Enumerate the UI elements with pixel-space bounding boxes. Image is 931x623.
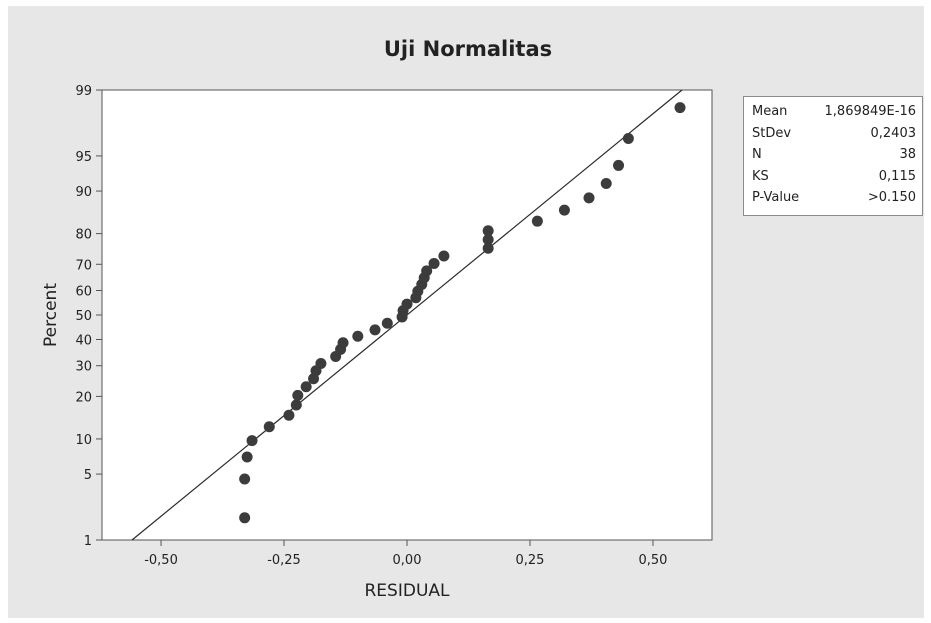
data-point (241, 451, 253, 463)
chart-figure: Uji Normalitas 1 5 10 20 30 40 50 60 70 80 90 95 99 … (8, 6, 924, 618)
x-tick-label: -0,50 (144, 553, 178, 568)
stat-row-p-value: P-Value >0.150 (752, 187, 916, 209)
y-tick-label: 80 (75, 228, 92, 243)
y-tick-label: 20 (75, 390, 92, 405)
x-tick-label: 0,00 (393, 553, 422, 568)
y-axis: 1 5 10 20 30 40 50 60 70 80 90 95 99 (75, 84, 102, 549)
y-tick-label: 60 (75, 284, 92, 299)
y-tick-label: 95 (75, 150, 92, 165)
data-point (438, 250, 450, 262)
data-point (381, 317, 393, 329)
y-tick-label: 1 (84, 534, 92, 549)
y-tick-label: 5 (84, 468, 92, 483)
data-point (315, 358, 327, 370)
stat-label: P-Value (752, 190, 800, 205)
y-tick-label: 50 (75, 309, 92, 324)
y-tick-label: 30 (75, 360, 92, 375)
data-point (300, 381, 312, 393)
stat-label: StDev (752, 125, 792, 141)
data-point (428, 257, 440, 269)
stat-value: 0,115 (878, 168, 916, 184)
data-point (482, 225, 494, 237)
stat-row-n: N 38 (752, 144, 916, 166)
stats-legend: Mean 1,869849E-16 StDev 0,2403 N 38 KS 0… (743, 96, 923, 216)
data-point (337, 337, 349, 349)
y-tick-label: 90 (75, 185, 92, 200)
stat-row-stdev: StDev 0,2403 (752, 123, 916, 145)
y-tick-label: 99 (75, 84, 92, 99)
data-point (622, 132, 634, 144)
data-points (239, 102, 686, 524)
data-point (292, 389, 304, 401)
x-axis-label: RESIDUAL (365, 581, 451, 601)
x-tick-label: 0,25 (516, 553, 545, 568)
stat-value: 0,2403 (870, 125, 917, 141)
y-tick-label: 40 (75, 334, 92, 349)
data-point (482, 242, 494, 254)
stat-value: 1,869849E-16 (824, 104, 916, 119)
y-tick-label: 10 (75, 433, 92, 448)
data-point (558, 204, 570, 216)
data-point (246, 435, 258, 447)
data-point (369, 324, 381, 336)
stat-value: 38 (899, 147, 916, 162)
stat-row-ks: KS 0,115 (752, 166, 916, 188)
data-point (482, 234, 494, 246)
data-point (401, 298, 413, 310)
stat-value: >0.150 (867, 190, 916, 205)
data-point (290, 399, 302, 411)
data-point (613, 159, 625, 171)
x-tick-label: -0,25 (267, 553, 301, 568)
data-point (421, 265, 433, 277)
y-axis-label: Percent (41, 283, 61, 347)
stat-row-mean: Mean 1,869849E-16 (752, 101, 916, 123)
y-tick-label: 70 (75, 258, 92, 273)
x-tick-label: 0,50 (638, 553, 667, 568)
chart-svg: Uji Normalitas 151020304050607080909599 … (41, 37, 713, 601)
stat-label: N (752, 147, 762, 162)
data-point (263, 421, 275, 433)
data-point (583, 192, 595, 204)
stat-label: KS (752, 168, 769, 184)
chart-title: Uji Normalitas (384, 37, 552, 61)
data-point (239, 512, 251, 524)
data-point (283, 409, 295, 421)
stat-label: Mean (752, 104, 788, 119)
data-point (600, 178, 612, 190)
x-axis: -0,50 -0,25 0,00 0,25 0,50 (144, 540, 667, 568)
data-point (239, 473, 251, 485)
data-point (531, 215, 543, 227)
data-point (352, 330, 364, 342)
data-point (674, 102, 686, 114)
